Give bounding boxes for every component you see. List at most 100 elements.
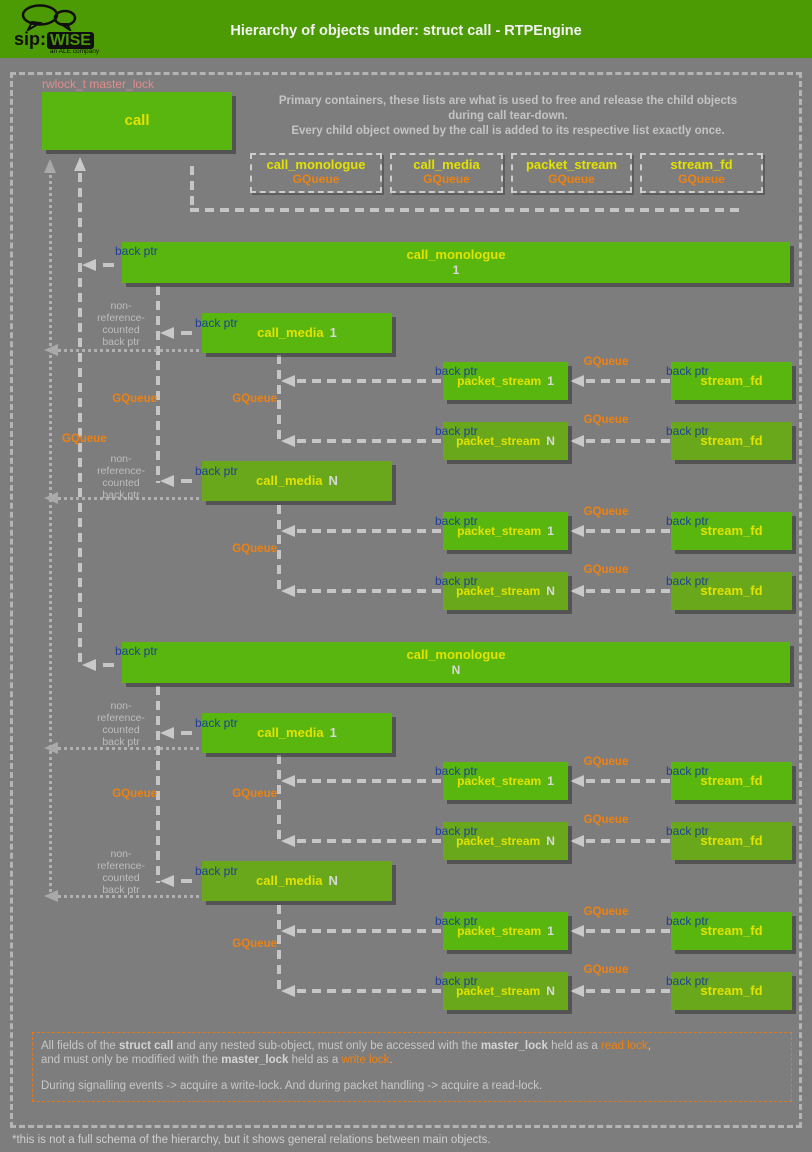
nonref-arrow [44, 742, 58, 754]
packet-stream-n-box: packet_stream N [443, 572, 568, 610]
master-lock-bold: master_lock [480, 1040, 548, 1052]
lock-rules-box: All fields of the struct call and any ne… [32, 1032, 792, 1102]
back-ptr-arrow [281, 775, 295, 787]
back-ptr-arrow [570, 925, 584, 937]
master-lock-label: rwlock_t master_lock [42, 77, 155, 91]
nonref-backptr-arrow-up [44, 159, 56, 173]
back-ptr-label: back ptr [435, 914, 478, 928]
back-ptr-dashed-line [297, 589, 443, 593]
gqueue-label: GQueue [583, 356, 629, 368]
back-ptr-label: back ptr [435, 574, 478, 588]
back-ptr-label: back ptr [666, 364, 709, 378]
back-ptr-arrow [570, 585, 584, 597]
node-title: call_media [256, 473, 323, 488]
primary-containers-note: Primary containers, these lists are what… [226, 94, 790, 139]
node-title: call_media [257, 325, 324, 340]
nonref-label: non- reference- counted back ptr [89, 848, 153, 896]
nonref-label: non- reference- counted back ptr [89, 300, 153, 348]
nonref-backptr-line [49, 175, 52, 897]
nonref-line: counted [102, 477, 140, 489]
node-title: packet_stream [456, 584, 541, 598]
monologue-backptr-line [78, 173, 82, 667]
gqueue-label: GQueue [583, 564, 629, 576]
back-ptr-arrow-dash [103, 663, 114, 667]
back-ptr-dashed-line [586, 839, 671, 843]
nonref-line: counted [102, 324, 140, 336]
packet-stream-n-box: packet_stream N [443, 822, 568, 860]
diagram-border [10, 72, 802, 1128]
nonref-dotted-line [52, 349, 202, 352]
container-connector-line [190, 208, 740, 212]
nonref-line: non- [110, 453, 132, 465]
stream-fd-box: stream_fd [671, 972, 792, 1010]
nonref-arrow [44, 492, 58, 504]
node-suffix: N [328, 873, 338, 888]
nonref-line: reference- [97, 860, 145, 872]
back-ptr-label: back ptr [195, 716, 238, 730]
node-suffix: 1 [329, 725, 337, 740]
back-ptr-dashed-line [297, 779, 443, 783]
nonref-line: non- [110, 848, 132, 860]
stream-gqueue-line [277, 755, 281, 843]
back-ptr-dashed-line [586, 439, 671, 443]
nonref-line: counted [102, 872, 140, 884]
speech-bubbles-icon [21, 4, 77, 31]
gqueue-label: GQueue [583, 906, 629, 918]
back-ptr-label: back ptr [666, 824, 709, 838]
nonref-arrow [44, 890, 58, 902]
call-box: call [42, 92, 232, 150]
note-line: during call tear-down. [448, 110, 568, 122]
nonref-dotted-line [52, 895, 202, 898]
gqueue-label: GQueue [232, 938, 277, 950]
nonref-line: reference- [97, 465, 145, 477]
node-title: stream_fd [700, 433, 763, 448]
container-stream-fd: stream_fd GQueue [640, 153, 763, 193]
stream-fd-box: stream_fd [671, 572, 792, 610]
back-ptr-arrow [570, 375, 584, 387]
node-title: stream_fd [700, 983, 763, 998]
media-gqueue-line [156, 286, 160, 483]
nonref-line: non- [110, 300, 132, 312]
stream-fd-box: stream_fd [671, 912, 792, 950]
back-ptr-dashed-line [586, 379, 671, 383]
back-ptr-label: back ptr [435, 424, 478, 438]
back-ptr-arrow [281, 835, 295, 847]
nonref-dotted-line [52, 497, 202, 500]
call-media-n-box: call_media N [202, 861, 392, 901]
node-suffix: N [546, 434, 555, 448]
node-suffix: 1 [547, 374, 554, 388]
call-media-1-box: call_media 1 [202, 313, 392, 353]
back-ptr-arrow [160, 875, 174, 887]
nonref-line: reference- [97, 312, 145, 324]
back-ptr-arrow [281, 985, 295, 997]
container-gqueue-label: GQueue [548, 172, 595, 186]
gqueue-label: GQueue [583, 506, 629, 518]
text: held as a [288, 1054, 342, 1066]
back-ptr-label: back ptr [115, 644, 158, 658]
back-ptr-dashed-line [586, 779, 671, 783]
back-ptr-arrow [82, 659, 96, 671]
node-title: packet_stream [456, 984, 541, 998]
back-ptr-dashed-line [297, 929, 443, 933]
back-ptr-arrow-dash [181, 331, 192, 335]
back-ptr-arrow [281, 435, 295, 447]
node-title: call_monologue [406, 647, 506, 662]
nonref-line: back ptr [102, 736, 140, 748]
node-suffix: 1 [452, 263, 460, 277]
nonref-line: non- [110, 700, 132, 712]
note-line: Primary containers, these lists are what… [278, 95, 738, 107]
back-ptr-label: back ptr [435, 514, 478, 528]
lock-rules-line2: and must only be modified with the maste… [41, 1053, 783, 1067]
write-lock-text: write lock [341, 1054, 390, 1066]
note-line: Every child object owned by the call is … [291, 125, 725, 137]
back-ptr-arrow [82, 259, 96, 271]
gqueue-label: GQueue [232, 788, 277, 800]
back-ptr-label: back ptr [195, 316, 238, 330]
node-suffix: N [546, 584, 555, 598]
node-title: stream_fd [700, 373, 763, 388]
container-connector-line [190, 166, 194, 210]
node-title: stream_fd [700, 833, 763, 848]
container-title: packet_stream [525, 157, 618, 172]
stream-fd-box: stream_fd [671, 822, 792, 860]
